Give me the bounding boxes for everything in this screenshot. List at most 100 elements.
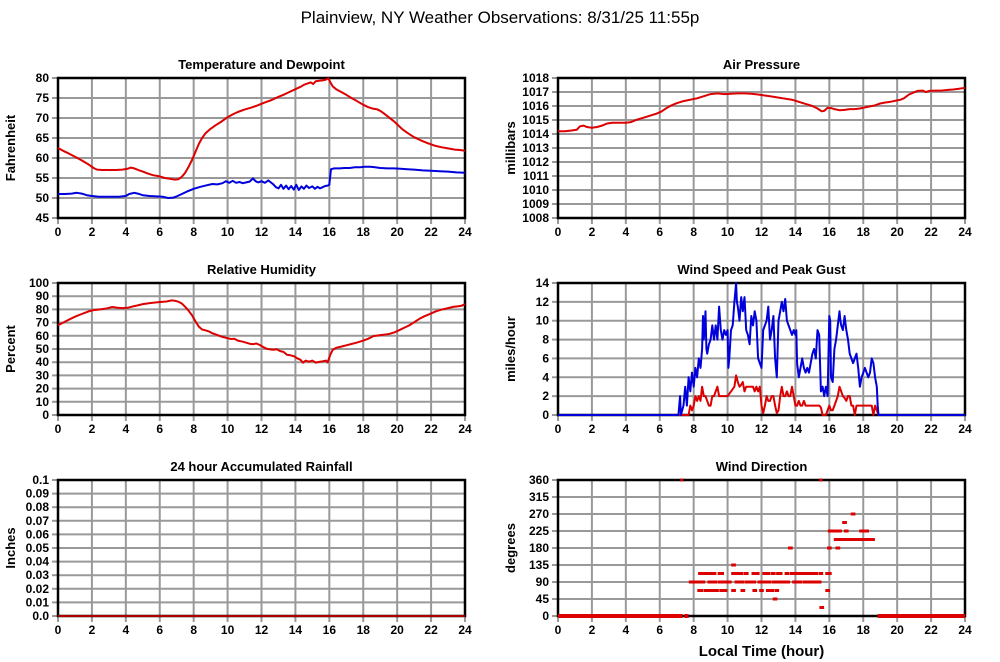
svg-text:2: 2 [89, 225, 96, 239]
svg-text:2: 2 [89, 623, 96, 637]
svg-text:8: 8 [190, 422, 197, 436]
svg-text:16: 16 [323, 225, 337, 239]
svg-text:80: 80 [36, 71, 50, 85]
svg-text:135: 135 [529, 558, 549, 572]
chart-wind-direction: Wind Direction 0 45 90 135 180 225 270 315 360 0 2 4… [500, 452, 1000, 662]
svg-text:1012: 1012 [522, 155, 549, 169]
svg-text:20: 20 [390, 623, 404, 637]
svg-text:18: 18 [357, 623, 371, 637]
svg-text:10: 10 [221, 623, 235, 637]
temperature-line [57, 77, 466, 181]
svg-text:4: 4 [542, 370, 549, 384]
svg-text:60: 60 [36, 329, 50, 343]
svg-text:360: 360 [529, 473, 549, 487]
svg-text:0: 0 [55, 225, 62, 239]
svg-text:315: 315 [529, 490, 549, 504]
svg-text:30: 30 [36, 368, 50, 382]
svg-text:0: 0 [555, 623, 562, 637]
svg-text:8: 8 [190, 623, 197, 637]
svg-text:16: 16 [323, 422, 337, 436]
svg-text:8: 8 [690, 225, 697, 239]
svg-text:12: 12 [255, 422, 269, 436]
svg-text:90: 90 [536, 575, 550, 589]
temperature-dewpoint-ylabel: Fahrenheit [3, 114, 18, 181]
page-title: Plainview, NY Weather Observations: 8/31… [300, 8, 700, 27]
svg-text:45: 45 [536, 592, 550, 606]
svg-text:24: 24 [458, 225, 472, 239]
svg-text:10: 10 [721, 225, 735, 239]
svg-text:50: 50 [36, 191, 50, 205]
rainfall-plot: 24 hour Accumulated Rainfall0.00.010.020… [3, 459, 472, 637]
svg-text:12: 12 [755, 422, 769, 436]
svg-text:20: 20 [390, 422, 404, 436]
svg-text:14: 14 [536, 276, 550, 290]
svg-text:20: 20 [890, 225, 904, 239]
svg-text:12: 12 [755, 225, 769, 239]
svg-text:2: 2 [589, 623, 596, 637]
svg-text:12: 12 [255, 225, 269, 239]
svg-text:14: 14 [789, 225, 803, 239]
relative-humidity-title: Relative Humidity [207, 262, 317, 277]
svg-text:0: 0 [555, 225, 562, 239]
svg-text:0.04: 0.04 [26, 555, 50, 569]
svg-text:1018: 1018 [522, 71, 549, 85]
svg-text:0.1: 0.1 [32, 473, 49, 487]
svg-text:2: 2 [589, 422, 596, 436]
svg-text:0: 0 [55, 422, 62, 436]
air-pressure-title: Air Pressure [723, 57, 800, 72]
svg-text:1008: 1008 [522, 211, 549, 225]
svg-text:6: 6 [156, 623, 163, 637]
chart-rainfall: 24 hour Accumulated Rainfall 0.0 0.01 0.02 0… [0, 452, 500, 662]
svg-text:18: 18 [857, 623, 871, 637]
svg-text:1010: 1010 [522, 183, 549, 197]
svg-text:14: 14 [789, 422, 803, 436]
svg-text:10: 10 [536, 314, 550, 328]
svg-text:12: 12 [255, 623, 269, 637]
svg-text:18: 18 [357, 422, 371, 436]
rainfall-ylabel: Inches [3, 527, 18, 568]
svg-text:20: 20 [390, 225, 404, 239]
svg-text:0: 0 [542, 408, 549, 422]
relative-humidity-ylabel: Percent [3, 324, 18, 372]
dewpoint-line [58, 165, 466, 199]
svg-text:14: 14 [289, 623, 303, 637]
svg-text:75: 75 [36, 91, 50, 105]
svg-text:6: 6 [542, 351, 549, 365]
svg-text:0.0: 0.0 [32, 609, 49, 623]
svg-text:1015: 1015 [522, 113, 549, 127]
humidity-line [57, 299, 466, 364]
svg-text:12: 12 [536, 295, 550, 309]
wind-direction-title: Wind Direction [716, 459, 808, 474]
chart-temperature-dewpoint: Temperature and Dewpoint 45 50 55 60 65 70 75 80… [0, 50, 500, 260]
svg-text:40: 40 [36, 355, 50, 369]
svg-text:8: 8 [690, 422, 697, 436]
svg-text:14: 14 [289, 422, 303, 436]
chart-relative-humidity: Relative Humidity 0 10 20 30 40 50 60 70 80 90 100 0… [0, 255, 500, 465]
svg-text:10: 10 [36, 395, 50, 409]
svg-text:10: 10 [721, 422, 735, 436]
svg-text:22: 22 [424, 422, 438, 436]
svg-text:180: 180 [529, 541, 549, 555]
svg-text:24: 24 [958, 623, 972, 637]
svg-text:4: 4 [122, 623, 129, 637]
svg-text:90: 90 [36, 289, 50, 303]
svg-text:45: 45 [36, 211, 50, 225]
temperature-dewpoint-title: Temperature and Dewpoint [178, 57, 345, 72]
svg-text:18: 18 [357, 225, 371, 239]
svg-text:16: 16 [823, 225, 837, 239]
svg-text:0.09: 0.09 [26, 487, 50, 501]
wind-direction-ylabel: degrees [503, 523, 518, 573]
svg-text:70: 70 [36, 316, 50, 330]
wind-speed-gust-ylabel: miles/hour [503, 316, 518, 382]
svg-text:24: 24 [458, 422, 472, 436]
rainfall-title: 24 hour Accumulated Rainfall [170, 459, 352, 474]
svg-text:20: 20 [36, 382, 50, 396]
peak-gust-line [558, 282, 965, 416]
svg-text:20: 20 [890, 422, 904, 436]
svg-text:1011: 1011 [523, 169, 549, 183]
svg-text:16: 16 [823, 422, 837, 436]
svg-text:12: 12 [755, 623, 769, 637]
svg-text:8: 8 [690, 623, 697, 637]
svg-text:0.03: 0.03 [26, 568, 50, 582]
